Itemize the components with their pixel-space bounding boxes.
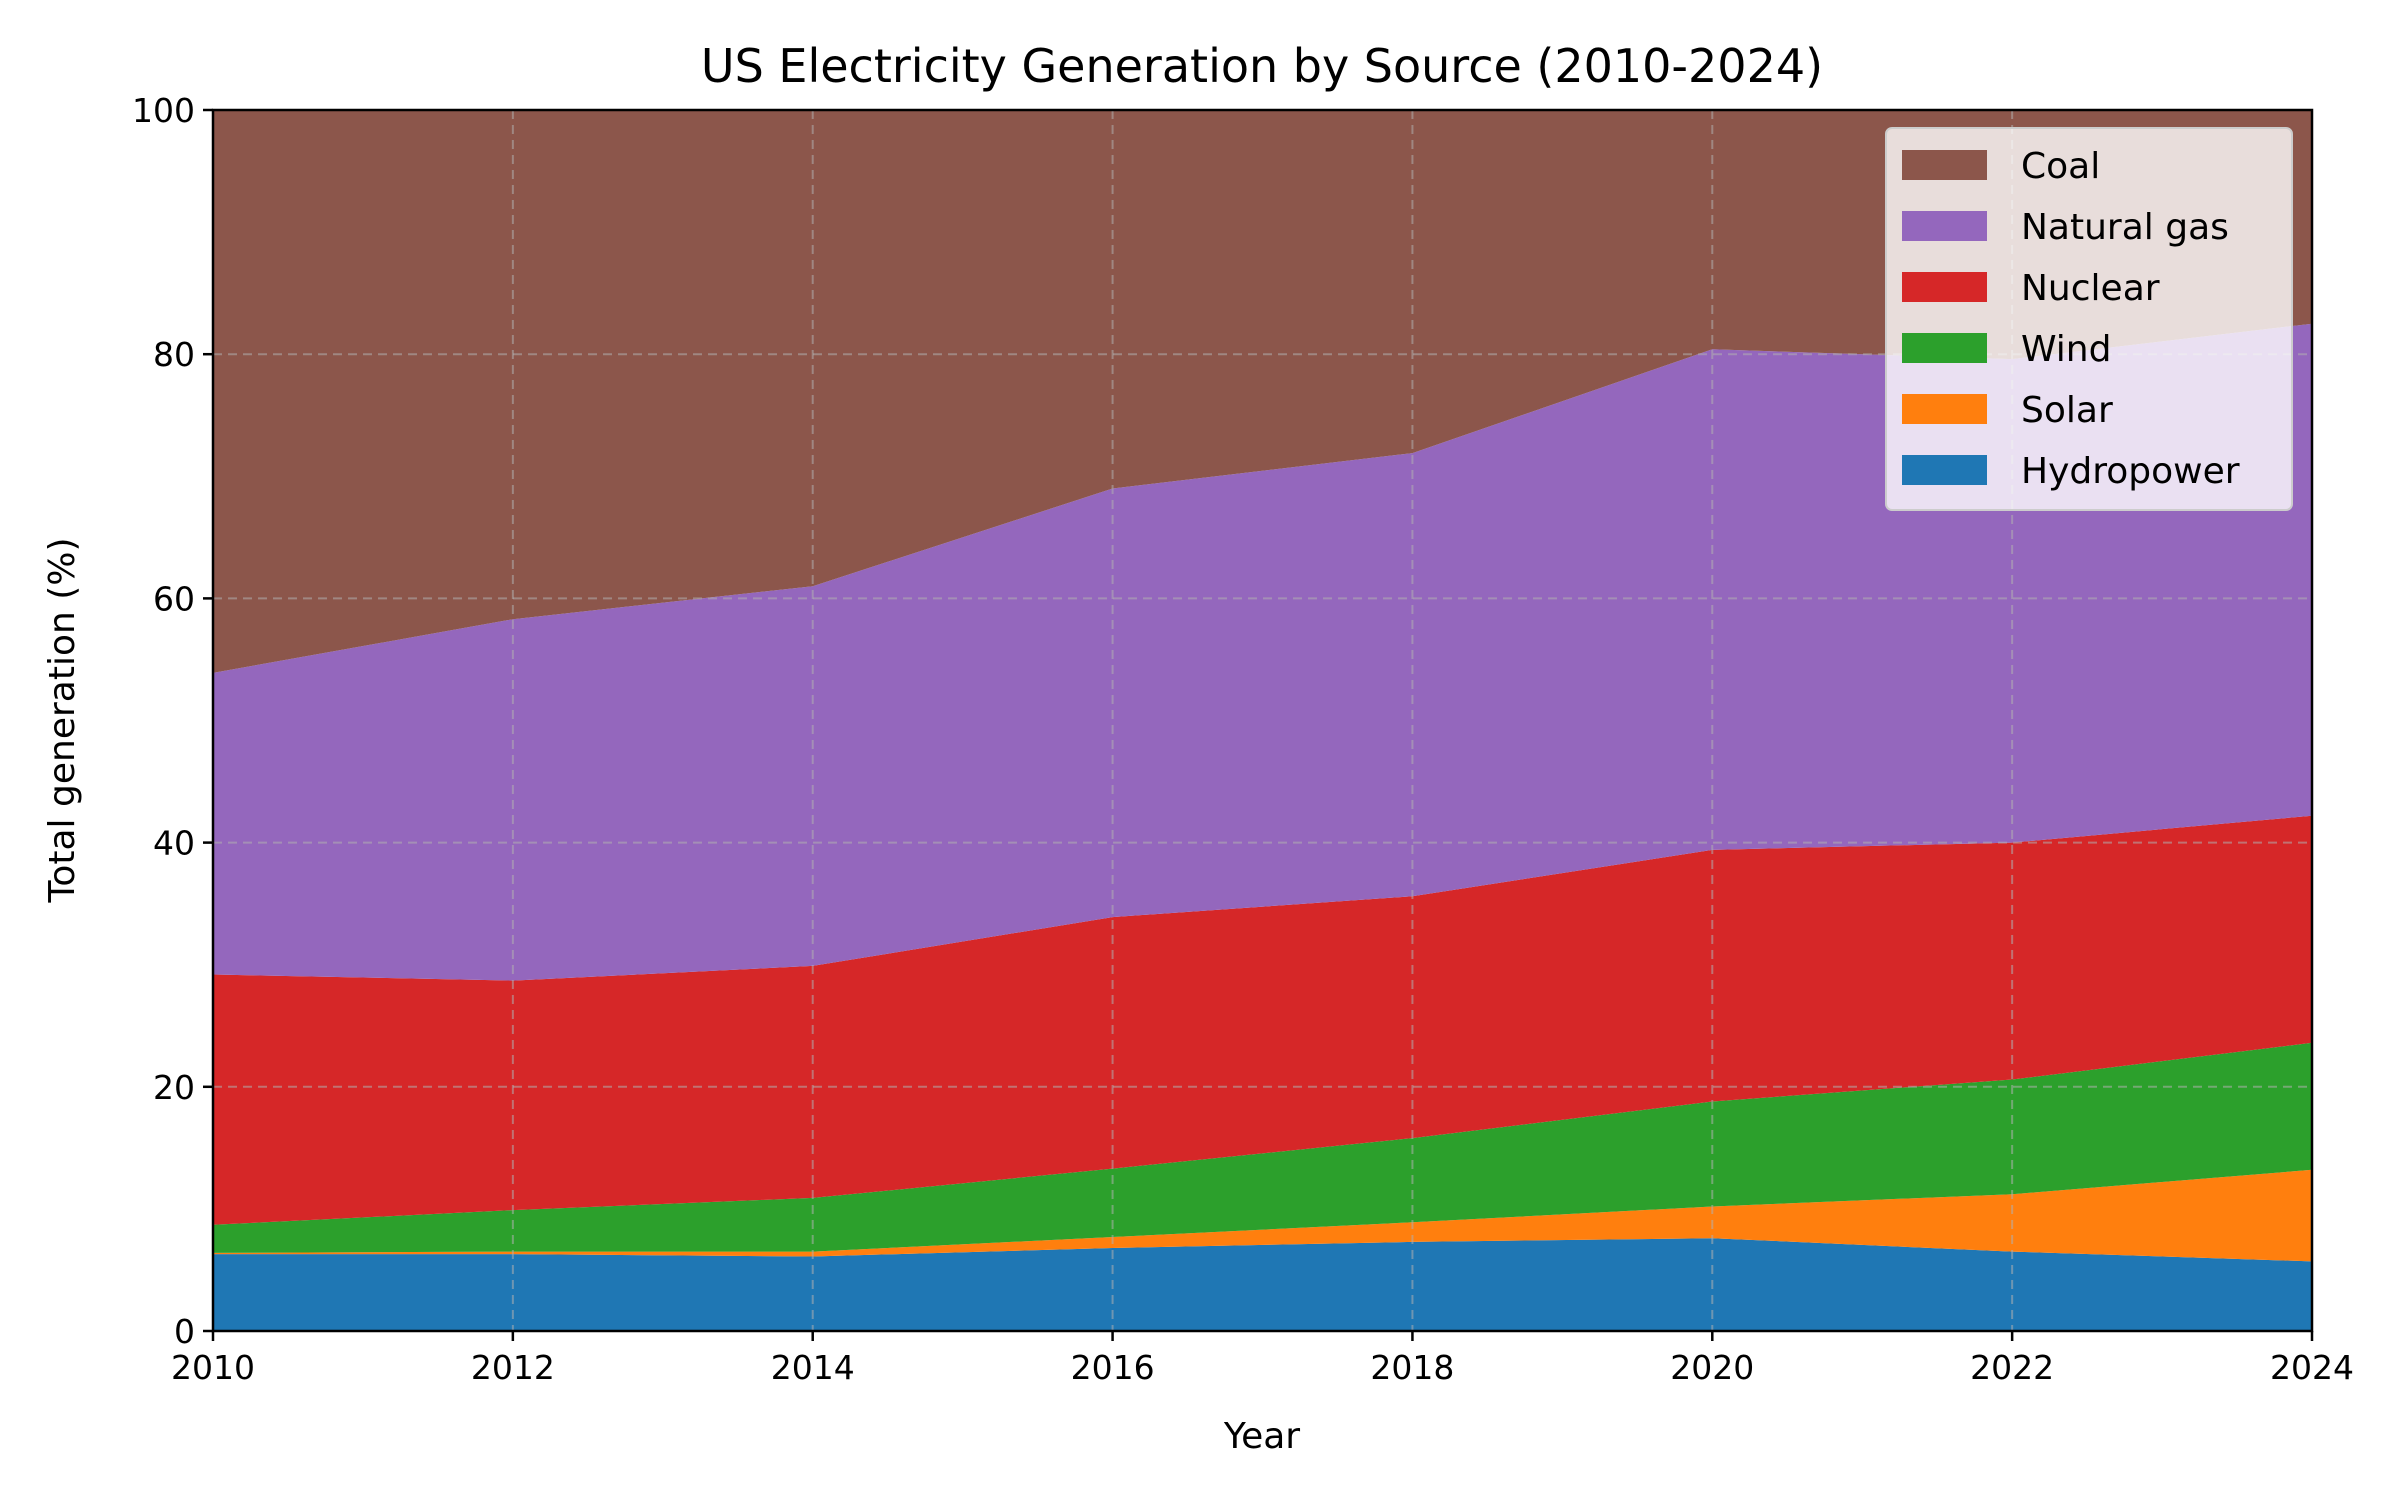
x-tick-label: 2022 <box>1970 1348 2054 1387</box>
x-tick-label: 2014 <box>771 1348 855 1387</box>
y-tick-label: 40 <box>153 824 195 863</box>
legend-label-nuclear: Nuclear <box>2021 268 2160 309</box>
y-tick-label: 20 <box>153 1068 195 1107</box>
x-tick-label: 2020 <box>1670 1348 1754 1387</box>
area-layers <box>213 110 2312 1331</box>
area-nuclear <box>213 815 2312 1225</box>
legend-swatch-nuclear <box>1902 272 1987 302</box>
area-wind <box>213 1042 2312 1253</box>
legend-swatch-natural-gas <box>1902 211 1987 241</box>
y-tick-label: 80 <box>153 335 195 374</box>
legend-swatch-wind <box>1902 333 1987 363</box>
x-tick-label: 2010 <box>171 1348 255 1387</box>
legend-swatch-solar <box>1902 394 1987 424</box>
legend-box <box>1885 127 2293 511</box>
y-axis-ticks: 0 20 40 60 80 100 <box>132 91 213 1351</box>
legend-label-solar: Solar <box>2021 390 2113 431</box>
x-axis-label: Year <box>1223 1416 1300 1457</box>
area-solar <box>213 1169 2312 1262</box>
x-tick-label: 2018 <box>1370 1348 1454 1387</box>
legend-label-coal: Coal <box>2021 146 2100 187</box>
legend-swatch-coal <box>1902 150 1987 180</box>
x-tick-label: 2012 <box>471 1348 555 1387</box>
x-tick-label: 2024 <box>2270 1348 2354 1387</box>
y-axis-label: Total generation (%) <box>42 537 83 903</box>
legend-swatch-hydropower <box>1902 455 1987 485</box>
area-hydropower <box>213 1238 2312 1331</box>
y-tick-label: 60 <box>153 579 195 618</box>
x-tick-label: 2016 <box>1071 1348 1155 1387</box>
plot-frame <box>211 108 2314 1333</box>
y-tick-label: 100 <box>132 91 195 130</box>
y-tick-label: 0 <box>174 1312 195 1351</box>
chart-title: US Electricity Generation by Source (201… <box>701 39 1823 93</box>
legend-label-hydropower: Hydropower <box>2021 451 2240 492</box>
x-axis-ticks: 2010 2012 2014 2016 2018 2020 2022 2024 <box>171 1331 2354 1387</box>
area-natural-gas <box>213 323 2312 981</box>
legend-label-wind: Wind <box>2021 329 2111 370</box>
area-coal <box>213 110 2312 673</box>
legend: Coal Natural gas Nuclear Wind Solar Hydropowe… <box>1885 127 2293 511</box>
legend-label-natural-gas: Natural gas <box>2021 207 2229 248</box>
